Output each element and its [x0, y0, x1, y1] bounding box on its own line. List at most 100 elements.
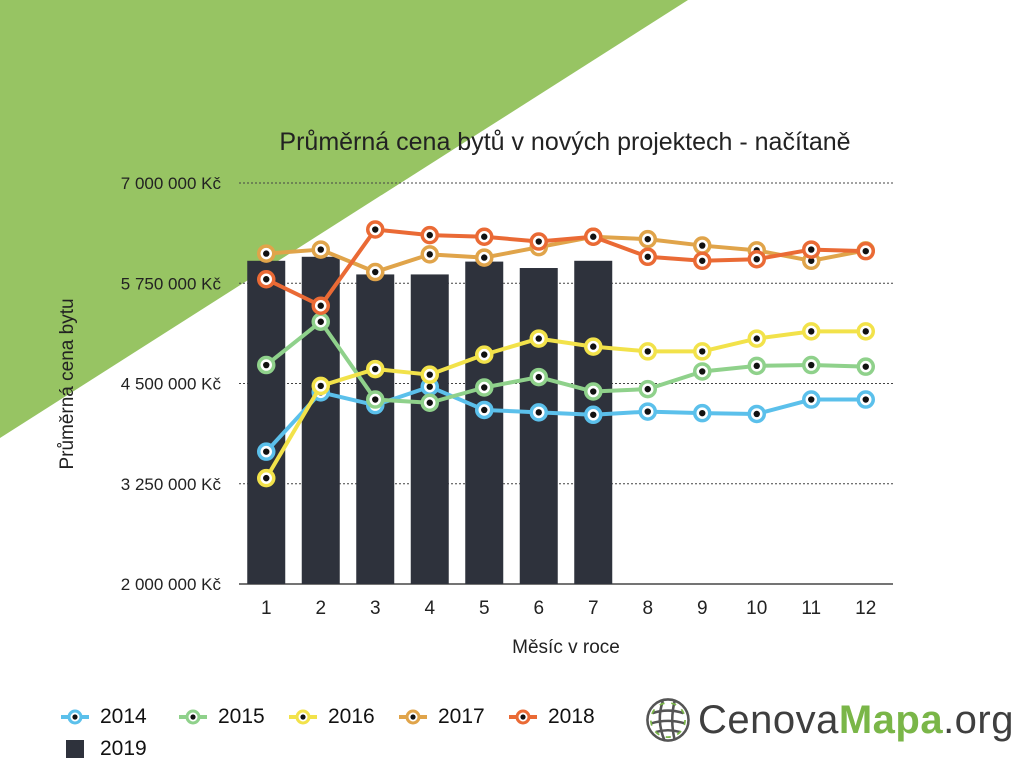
legend-item-2015: 2015: [178, 705, 265, 729]
y-tick-labels: 2 000 000 Kč 3 250 000 Kč 4 500 000 Kč 5 75…: [121, 174, 222, 594]
legend-swatch-2014: [61, 709, 89, 725]
x-tick-label: 9: [697, 598, 708, 619]
data-point-dot-2014: [644, 408, 651, 415]
logo-text-org: .org: [943, 697, 1014, 742]
data-point-dot-2015: [481, 384, 488, 391]
data-point-dot-2015: [753, 362, 760, 370]
x-tick-label: 5: [479, 598, 490, 619]
legend-label: 2017: [438, 705, 485, 728]
x-tick-label: 2: [315, 598, 326, 619]
data-point-dot-2018: [263, 276, 270, 283]
data-point-dot-2017: [263, 250, 270, 257]
legend-label: 2014: [100, 705, 147, 728]
x-tick-label: 12: [855, 598, 876, 619]
data-point-dot-2015: [644, 385, 651, 393]
series-line-2014: [264, 384, 868, 454]
data-point-dot-2014: [263, 448, 270, 455]
x-tick-labels: 1 2 3 4 5 6 7 8 9 10 11 12: [261, 598, 876, 619]
data-point-dot-2014: [808, 396, 815, 403]
x-tick-label: 4: [424, 598, 435, 619]
data-point-dot-2014: [535, 409, 542, 416]
line-series: [257, 220, 875, 488]
series-line-2016: [264, 329, 868, 481]
data-point-dot-2018: [644, 253, 651, 260]
y-tick-label: 2 000 000 Kč: [121, 575, 222, 594]
legend-label: 2015: [218, 705, 265, 728]
data-point-dot-2014: [862, 396, 869, 403]
x-axis-label: Měsíc v roce: [512, 637, 620, 658]
logo-text-cenova: Cenova: [697, 697, 839, 742]
legend-item-2014: 2014: [60, 705, 147, 729]
data-point-dot-2018: [590, 233, 597, 240]
legend-item-2016: 2016: [288, 705, 375, 729]
data-point-dot-2016: [263, 474, 270, 482]
legend-swatch-2018: [509, 709, 537, 725]
data-point-dot-2016: [481, 351, 488, 358]
data-point-dot-2018: [753, 255, 760, 263]
legend-label: 2016: [328, 705, 375, 728]
data-point-dot-2018: [426, 231, 433, 239]
data-point-dot-2017: [699, 242, 706, 249]
bar-2019: [465, 261, 504, 584]
data-point-dot-2017: [481, 254, 488, 261]
series-line-2015: [264, 319, 868, 405]
bar-2019: [356, 274, 395, 584]
y-tick-label: 4 500 000 Kč: [121, 375, 222, 394]
legend-label: 2019: [100, 737, 147, 760]
x-tick-label: 7: [588, 598, 599, 619]
legend-swatch-2017: [399, 709, 427, 725]
series-2015: [257, 312, 875, 412]
data-point-dot-2014: [426, 383, 433, 390]
legend-swatch-2015: [179, 709, 207, 725]
data-point-dot-2018: [317, 302, 324, 309]
data-point-dot-2015: [317, 318, 324, 325]
data-point-dot-2015: [808, 361, 815, 369]
grid-lines: [239, 182, 893, 585]
data-point-dot-2015: [535, 373, 542, 381]
data-point-dot-2015: [426, 399, 433, 406]
legend-swatch-2016: [289, 709, 317, 725]
legend-marker-dot: [410, 714, 416, 720]
data-point-dot-2016: [426, 371, 433, 378]
y-tick-label: 5 750 000 Kč: [121, 274, 222, 293]
x-tick-label: 10: [746, 598, 767, 619]
data-point-dot-2018: [372, 226, 379, 233]
x-tick-label: 8: [642, 598, 653, 619]
legend-marker-dot: [190, 714, 196, 720]
data-point-dot-2015: [699, 368, 706, 375]
legend-item-2017: 2017: [398, 705, 485, 729]
legend-marker-dot: [72, 714, 78, 720]
data-point-dot-2014: [753, 410, 760, 418]
y-axis-label: Průměrná cena bytu: [57, 298, 78, 469]
green-corner-decoration: [0, 0, 688, 438]
y-tick-label: 7 000 000 Kč: [121, 174, 222, 193]
data-point-dot-2017: [426, 251, 433, 258]
data-point-dot-2016: [535, 335, 542, 342]
legend-marker-dot: [520, 714, 526, 720]
data-point-dot-2017: [372, 268, 379, 276]
legend-item-2018: 2018: [508, 705, 595, 729]
legend-bar-swatch: [66, 740, 84, 758]
logo-text-mapa: Mapa: [838, 697, 944, 742]
data-point-dot-2018: [808, 246, 815, 253]
data-point-dot-2018: [699, 257, 706, 264]
data-point-dot-2014: [699, 409, 706, 417]
series-2018: [257, 220, 875, 315]
bar-2019: [247, 260, 286, 584]
series-2014: [257, 377, 875, 461]
logo-text: CenovaMapa.org: [698, 698, 1014, 743]
data-point-dot-2016: [644, 348, 651, 355]
x-tick-label: 1: [261, 598, 272, 619]
data-point-dot-2018: [481, 233, 488, 240]
series-line-2018: [264, 227, 868, 308]
data-point-dot-2017: [808, 257, 815, 264]
data-point-dot-2016: [590, 343, 597, 350]
data-point-dot-2017: [644, 235, 651, 243]
x-tick-label: 6: [533, 598, 544, 619]
data-point-dot-2016: [372, 365, 379, 373]
bar-2019: [410, 274, 449, 584]
data-point-dot-2018: [535, 238, 542, 245]
series-2016: [257, 322, 875, 488]
logo: CenovaMapa.org: [644, 690, 1014, 750]
